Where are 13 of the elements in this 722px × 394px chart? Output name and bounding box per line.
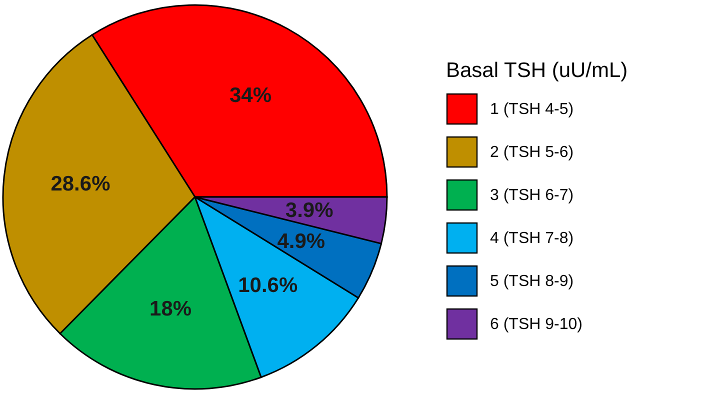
legend-label: 4 (TSH 7-8)	[490, 230, 574, 247]
legend-label: 6 (TSH 9-10)	[490, 316, 582, 333]
legend-label: 5 (TSH 8-9)	[490, 273, 574, 290]
data-label: 18%	[150, 298, 192, 321]
legend-label: 2 (TSH 5-6)	[490, 144, 574, 161]
legend-label: 1 (TSH 4-5)	[490, 101, 574, 118]
legend-label: 3 (TSH 6-7)	[490, 187, 574, 204]
data-label: 4.9%	[277, 230, 326, 253]
data-label: 34%	[229, 84, 272, 108]
data-label: 28.6%	[50, 172, 111, 196]
data-label: 10.6%	[238, 274, 298, 298]
data-label: 3.9%	[285, 199, 334, 222]
legend-title: Basal TSH (uU/mL)	[446, 59, 628, 82]
